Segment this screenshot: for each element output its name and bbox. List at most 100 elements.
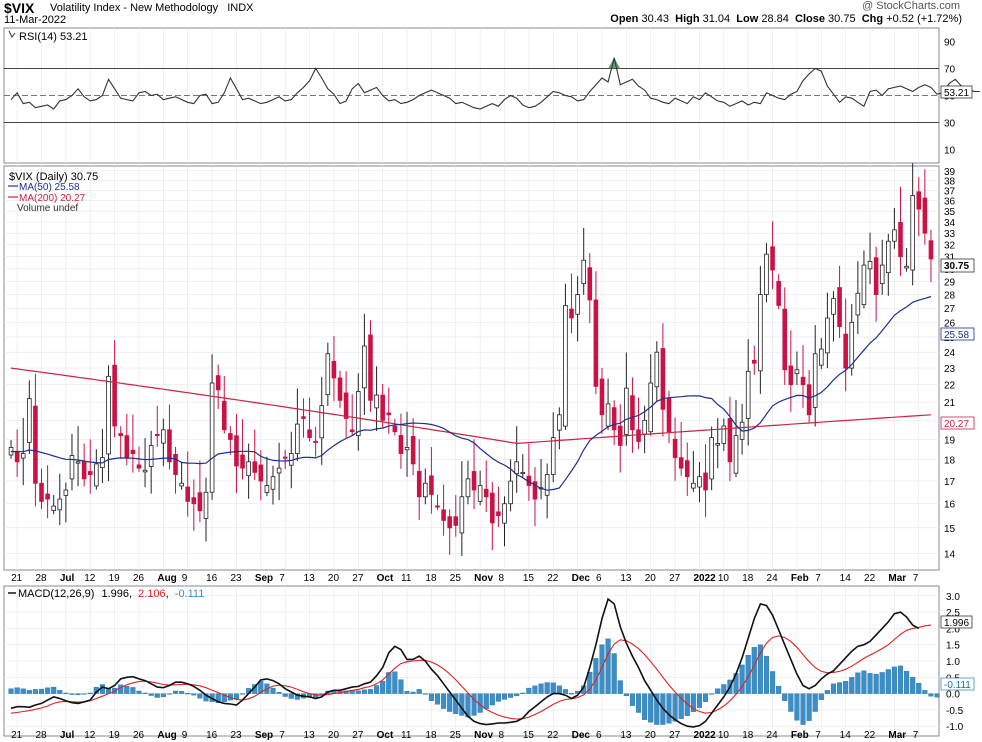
candle-body (508, 480, 513, 505)
candle-body (879, 264, 885, 284)
candle-body (666, 397, 672, 433)
symbol: $VIX (4, 0, 35, 16)
price-y-tick: 21 (944, 398, 956, 409)
macd-hist-bar (136, 690, 142, 694)
price-x-tick: Dec (572, 573, 591, 584)
candle-body (477, 485, 483, 502)
price-x-tick: 18 (742, 573, 754, 584)
candle-body (87, 471, 93, 475)
rsi-legend: RSI(14) 53.21 (8, 30, 87, 43)
macd-x-tick: 7 (913, 730, 919, 741)
macd-x-tick: 8 (499, 730, 505, 741)
rsi-y-tick: 90 (944, 38, 956, 49)
candle-body (410, 436, 416, 465)
price-x-tick: 7 (279, 573, 285, 584)
macd-value-tag: 1.996 (940, 615, 973, 629)
macd-hist-bar (130, 687, 136, 694)
macd-hist-bar (142, 692, 148, 694)
candle-body (112, 364, 117, 427)
macd-x-tick: Aug (157, 730, 176, 741)
price-y-tick: 34 (944, 218, 956, 229)
macd-hist-bar (824, 690, 830, 694)
macd-hist-bar (709, 693, 715, 695)
candle-body (45, 493, 50, 500)
macd-hist-bar (837, 682, 843, 694)
macd-x-tick: 13 (620, 730, 632, 741)
macd-hist-bar (288, 693, 294, 699)
price-x-tick: 27 (669, 573, 681, 584)
macd-hist-bar (867, 673, 873, 694)
macd-y-tick: 3.0 (946, 592, 960, 603)
price-y-tick: 17 (944, 477, 956, 488)
macd-hist-bar (599, 644, 605, 694)
candle-body (301, 416, 306, 419)
macd-hist-bar (757, 644, 763, 694)
candle-body (587, 267, 593, 301)
macd-hist-bar (294, 693, 300, 700)
macd-x-tick: Nov (474, 730, 493, 741)
candle-body (27, 398, 32, 443)
macd-hist-bar (666, 693, 672, 724)
candle-body (167, 429, 172, 463)
candle-body (605, 403, 611, 427)
rsi-y-tick: 30 (944, 119, 956, 130)
macd-hist-bar (75, 693, 81, 696)
macd-hist-bar (166, 693, 172, 695)
candle-body (429, 475, 434, 495)
macd-hist-bar (276, 692, 282, 694)
macd-hist-bar (69, 693, 75, 695)
macd-hist-bar (891, 666, 897, 694)
macd-x-tick: 22 (547, 730, 559, 741)
macd-x-tick: 18 (425, 730, 437, 741)
open-label: Open (610, 13, 639, 25)
macd-hist-bar (885, 669, 891, 694)
macd-hist-bar (240, 693, 246, 695)
candle-body (148, 445, 154, 467)
macd-hist-bar (374, 685, 380, 694)
macd-hist-bar (690, 693, 696, 713)
macd-hist-bar (605, 638, 611, 694)
macd-hist-bar (782, 693, 788, 701)
price-x-tick: 18 (425, 573, 437, 584)
macd-hist-bar (441, 693, 447, 709)
macd-x-tick: 11 (401, 730, 412, 741)
candle-body (593, 299, 599, 387)
macd-hist-bar (672, 693, 678, 722)
macd-layer (8, 597, 940, 728)
macd-x-tick: Oct (377, 730, 394, 741)
candle-body (727, 418, 733, 463)
candle-body (270, 476, 276, 490)
macd-hist-bar (459, 693, 465, 716)
candle-body (423, 482, 428, 498)
price-x-tick: Jul (60, 573, 75, 584)
price-x-tick: 27 (352, 573, 364, 584)
candle-body (782, 308, 788, 371)
macd-hist-bar (739, 664, 745, 694)
macd-hist-bar (763, 655, 770, 694)
macd-hist-bar (770, 671, 776, 694)
macd-hist-bar (404, 691, 410, 694)
candle-body (39, 482, 44, 502)
high-label: High (675, 13, 700, 25)
macd-hist-bar (14, 687, 20, 694)
macd-hist-bar (489, 693, 495, 706)
candle-body (764, 253, 769, 295)
candle-body (684, 460, 690, 478)
macd-x-tick: Sep (255, 730, 273, 741)
price-legend-text: $VIX (Daily) 30.75 (9, 171, 98, 183)
price-y-tick: 28 (944, 291, 956, 302)
candle-body (343, 392, 349, 419)
price-x-tick: Nov (474, 573, 493, 584)
candle-body (221, 400, 227, 431)
macd-hist-bar (703, 693, 709, 702)
candle-body (483, 488, 489, 498)
candle-body (794, 369, 800, 375)
price-y-tick: 37 (944, 186, 956, 197)
macd-y-tick: -0.5 (946, 706, 964, 717)
candle-body (118, 433, 123, 436)
macd-hist-bar (587, 671, 593, 694)
candle-body (240, 454, 245, 469)
macd-hist-bar (623, 693, 629, 697)
price-x-tick: 16 (206, 573, 218, 584)
macd-hist-bar (483, 693, 489, 710)
